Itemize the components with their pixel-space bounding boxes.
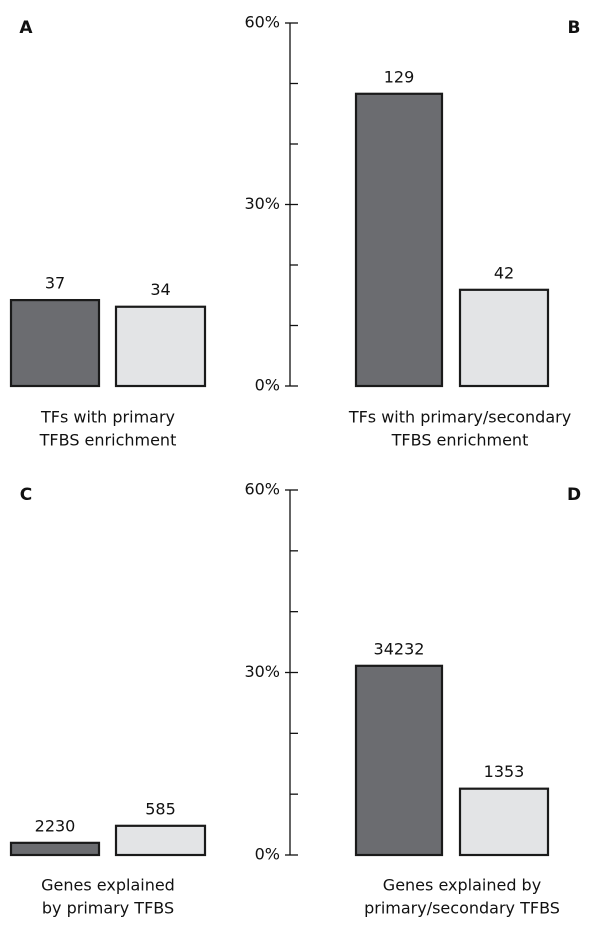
- y-tick-label: 60%: [244, 13, 280, 32]
- x-axis-label: TFs with primary: [40, 408, 175, 427]
- bar: [114, 824, 207, 857]
- x-axis-label: TFBS enrichment: [39, 431, 177, 450]
- x-axis-label: Genes explained: [41, 876, 175, 895]
- panel-label: A: [19, 18, 33, 38]
- panel-label: D: [567, 485, 581, 505]
- x-axis-label: TFBS enrichment: [391, 431, 529, 450]
- x-axis-label: Genes explained by: [383, 876, 541, 895]
- count-label: 129: [384, 67, 415, 86]
- count-label: 42: [494, 263, 514, 282]
- y-tick-label: 0%: [255, 376, 280, 395]
- y-tick-label: 30%: [244, 662, 280, 681]
- panel-label: C: [20, 485, 32, 505]
- bar: [9, 841, 101, 857]
- bar: [458, 288, 550, 388]
- bar: [458, 787, 550, 857]
- count-label: 37: [45, 274, 65, 293]
- count-label: 585: [145, 799, 176, 818]
- count-label: 1353: [484, 762, 525, 781]
- count-label: 2230: [35, 816, 76, 835]
- x-axis-label: by primary TFBS: [42, 899, 174, 918]
- x-axis-label: primary/secondary TFBS: [364, 899, 560, 918]
- y-tick-label: 0%: [255, 845, 280, 864]
- bar: [114, 305, 207, 388]
- bar: [9, 298, 101, 388]
- y-tick-label: 30%: [244, 194, 280, 213]
- bar: [354, 92, 444, 388]
- x-axis-label: TFs with primary/secondary: [348, 408, 571, 427]
- y-tick-label: 60%: [244, 480, 280, 499]
- bar: [354, 664, 444, 857]
- panel-label: B: [568, 18, 581, 38]
- count-label: 34: [150, 280, 170, 299]
- count-label: 34232: [374, 639, 425, 658]
